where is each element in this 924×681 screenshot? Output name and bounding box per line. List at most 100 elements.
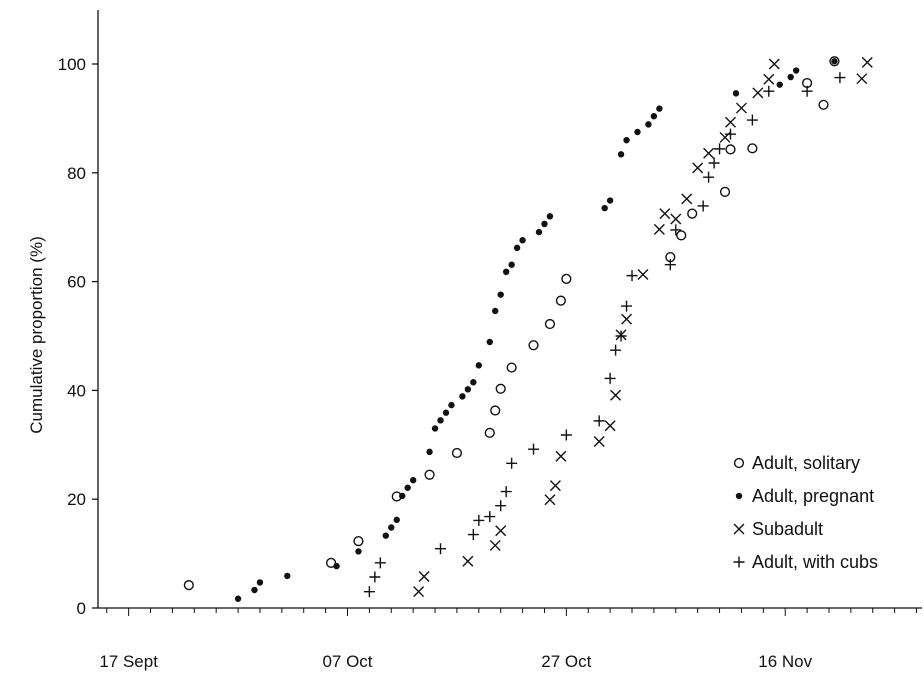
- data-point: [437, 417, 444, 424]
- data-point: [560, 429, 572, 441]
- data-point: [681, 193, 693, 205]
- data-point: [490, 405, 501, 416]
- data-point: [497, 291, 504, 298]
- data-point: [546, 213, 554, 220]
- data-point: [284, 572, 291, 580]
- y-tick-label: 60: [67, 273, 86, 292]
- data-point: [746, 114, 758, 126]
- data-point: [768, 58, 780, 70]
- data-point: [549, 480, 561, 492]
- legend-marker: [735, 492, 743, 500]
- data-point: [601, 204, 608, 212]
- data-point: [610, 389, 622, 401]
- data-point: [604, 372, 616, 384]
- data-point: [703, 147, 715, 159]
- data-point: [467, 529, 479, 541]
- series-2: [413, 56, 873, 598]
- data-point: [621, 313, 633, 325]
- data-point: [475, 362, 483, 369]
- data-point: [831, 58, 838, 65]
- data-point: [451, 447, 463, 459]
- data-point: [413, 586, 425, 598]
- data-point: [656, 105, 663, 112]
- data-point: [818, 99, 829, 110]
- data-point: [418, 570, 430, 582]
- data-point: [763, 73, 775, 85]
- data-point: [399, 492, 406, 500]
- series-1: [234, 58, 838, 602]
- data-point: [404, 484, 411, 491]
- data-point: [763, 85, 775, 97]
- data-point: [617, 151, 625, 158]
- data-point: [393, 516, 400, 524]
- data-point: [752, 87, 764, 99]
- data-point: [676, 230, 687, 241]
- data-point: [519, 237, 526, 244]
- y-axis-ticks: 0 20 40 60 80 100: [58, 55, 98, 618]
- data-point: [725, 116, 736, 128]
- data-point: [834, 72, 846, 84]
- data-point: [645, 121, 652, 128]
- legend-marker: [733, 457, 745, 469]
- data-point: [659, 208, 671, 220]
- x-tick-label: 07 Oct: [322, 652, 372, 671]
- data-point: [464, 386, 472, 393]
- data-point: [555, 450, 567, 462]
- data-point: [725, 144, 736, 155]
- data-point: [355, 548, 362, 555]
- series-3: [363, 72, 846, 598]
- data-point: [544, 494, 556, 506]
- legend-label: Adult, with cubs: [752, 552, 878, 572]
- data-point: [787, 73, 794, 81]
- data-point: [424, 469, 435, 480]
- data-point: [670, 224, 682, 236]
- legend-label: Subadult: [752, 519, 823, 539]
- data-point: [492, 307, 499, 315]
- data-point: [708, 157, 720, 169]
- data-point: [541, 220, 548, 228]
- data-point: [610, 344, 622, 356]
- data-point: [353, 535, 364, 547]
- data-point: [495, 525, 507, 537]
- data-point: [435, 543, 447, 555]
- data-point: [692, 162, 704, 174]
- data-point: [489, 539, 501, 551]
- data-point: [484, 427, 495, 438]
- data-point: [459, 393, 466, 400]
- data-point: [363, 586, 375, 598]
- data-point: [714, 143, 726, 155]
- data-point: [500, 486, 512, 498]
- data-point: [495, 500, 507, 512]
- x-tick-label: 17 Sept: [99, 652, 158, 671]
- data-point: [653, 223, 665, 235]
- legend-item: Adult, solitary: [733, 453, 860, 473]
- data-point: [703, 171, 715, 183]
- data-point: [637, 269, 649, 281]
- series-0: [183, 56, 840, 591]
- y-tick-label: 20: [67, 490, 86, 509]
- data-point: [495, 383, 506, 394]
- data-point: [747, 143, 758, 154]
- data-point: [697, 200, 709, 212]
- data-point: [561, 273, 572, 284]
- data-point: [462, 555, 474, 567]
- legend-marker: [733, 556, 745, 568]
- data-point: [593, 436, 605, 448]
- data-point: [792, 67, 800, 74]
- data-point: [623, 136, 630, 144]
- data-point: [735, 102, 747, 114]
- data-point: [426, 448, 433, 456]
- data-point: [183, 580, 194, 591]
- data-point: [374, 557, 386, 569]
- legend-marker: [733, 523, 745, 535]
- data-point: [724, 128, 736, 140]
- data-point: [256, 579, 264, 586]
- x-axis-ticks: 17 Sept 07 Oct 27 Oct 16 Nov: [99, 608, 918, 671]
- data-point: [506, 457, 518, 469]
- axes: [97, 10, 922, 609]
- data-point: [535, 228, 543, 236]
- x-tick-label: 27 Oct: [541, 652, 591, 671]
- data-point: [801, 85, 813, 97]
- y-tick-label: 80: [67, 164, 86, 183]
